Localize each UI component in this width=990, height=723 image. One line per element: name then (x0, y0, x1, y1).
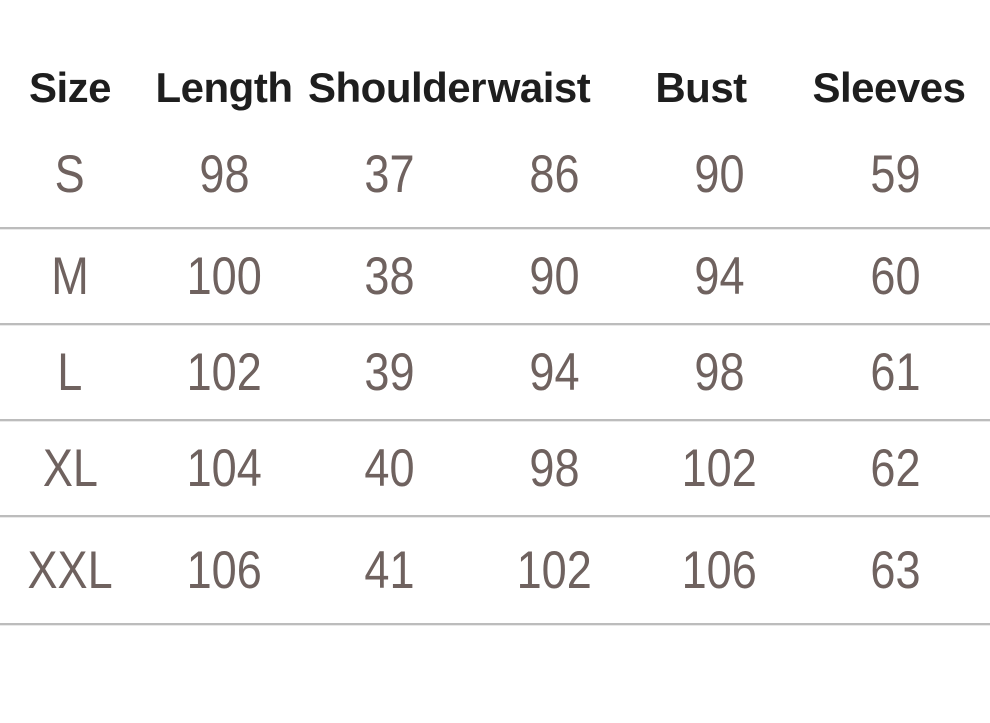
cell-value: 39 (363, 342, 415, 402)
cell-length: 100 (140, 246, 308, 307)
table-row-xxl: XXL 106 41 102 106 63 (0, 517, 990, 625)
cell-length: 106 (140, 540, 308, 601)
cell-waist: 90 (470, 246, 638, 307)
cell-value: 104 (186, 438, 262, 498)
cell-shoulder: 41 (308, 540, 470, 601)
cell-value: 90 (528, 246, 580, 306)
cell-shoulder: 38 (308, 246, 470, 307)
cell-value: 94 (528, 342, 580, 402)
column-header-bust: Bust (655, 64, 747, 111)
cell-shoulder: 40 (308, 438, 470, 499)
table-row-s: S 98 37 86 90 59 (0, 121, 990, 229)
cell-sleeves: 63 (800, 540, 990, 601)
cell-value: 62 (869, 438, 921, 498)
table-row-xl: XL 104 40 98 102 62 (0, 421, 990, 517)
cell-value: 40 (363, 438, 415, 498)
cell-size: S (0, 144, 140, 205)
cell-value: 60 (869, 246, 921, 306)
table-row-l: L 102 39 94 98 61 (0, 325, 990, 421)
cell-value: 106 (681, 540, 757, 600)
cell-bust: 98 (638, 342, 800, 403)
cell-shoulder: 37 (308, 144, 470, 205)
cell-waist: 102 (470, 540, 638, 601)
cell-value: 86 (528, 144, 580, 204)
cell-value: S (54, 144, 86, 204)
cell-sleeves: 61 (800, 342, 990, 403)
cell-value: M (51, 246, 89, 306)
cell-value: 98 (693, 342, 745, 402)
column-header-sleeves: Sleeves (812, 64, 966, 111)
cell-shoulder: 39 (308, 342, 470, 403)
cell-value: 102 (681, 438, 757, 498)
column-header-waist: waist (487, 64, 591, 111)
cell-sleeves: 59 (800, 144, 990, 205)
cell-sleeves: 60 (800, 246, 990, 307)
column-header-length: Length (155, 64, 293, 111)
table-row-m: M 100 38 90 94 60 (0, 229, 990, 325)
cell-value: 106 (186, 540, 262, 600)
cell-value: 90 (693, 144, 745, 204)
cell-value: 59 (869, 144, 921, 204)
cell-size: XXL (0, 540, 140, 601)
cell-size: M (0, 246, 140, 307)
cell-value: XXL (27, 540, 113, 600)
table-header-row: Size Length Shoulder waist Bust Sleeves (0, 0, 990, 121)
cell-value: 100 (186, 246, 262, 306)
size-chart-table: Size Length Shoulder waist Bust Sleeves … (0, 0, 990, 625)
cell-length: 104 (140, 438, 308, 499)
cell-value: 37 (363, 144, 415, 204)
cell-value: 98 (198, 144, 250, 204)
cell-bust: 106 (638, 540, 800, 601)
cell-length: 102 (140, 342, 308, 403)
cell-value: 41 (363, 540, 415, 600)
column-header-size: Size (28, 64, 112, 111)
cell-value: 38 (363, 246, 415, 306)
cell-waist: 98 (470, 438, 638, 499)
cell-bust: 102 (638, 438, 800, 499)
cell-waist: 86 (470, 144, 638, 205)
cell-bust: 90 (638, 144, 800, 205)
cell-value: XL (42, 438, 98, 498)
cell-value: 98 (528, 438, 580, 498)
cell-value: 94 (693, 246, 745, 306)
cell-waist: 94 (470, 342, 638, 403)
cell-length: 98 (140, 144, 308, 205)
cell-bust: 94 (638, 246, 800, 307)
cell-value: 102 (516, 540, 592, 600)
column-header-shoulder: Shoulder (308, 64, 487, 111)
cell-value: L (57, 342, 83, 402)
cell-size: L (0, 342, 140, 403)
cell-value: 63 (869, 540, 921, 600)
cell-value: 102 (186, 342, 262, 402)
cell-size: XL (0, 438, 140, 499)
cell-value: 61 (869, 342, 921, 402)
cell-sleeves: 62 (800, 438, 990, 499)
